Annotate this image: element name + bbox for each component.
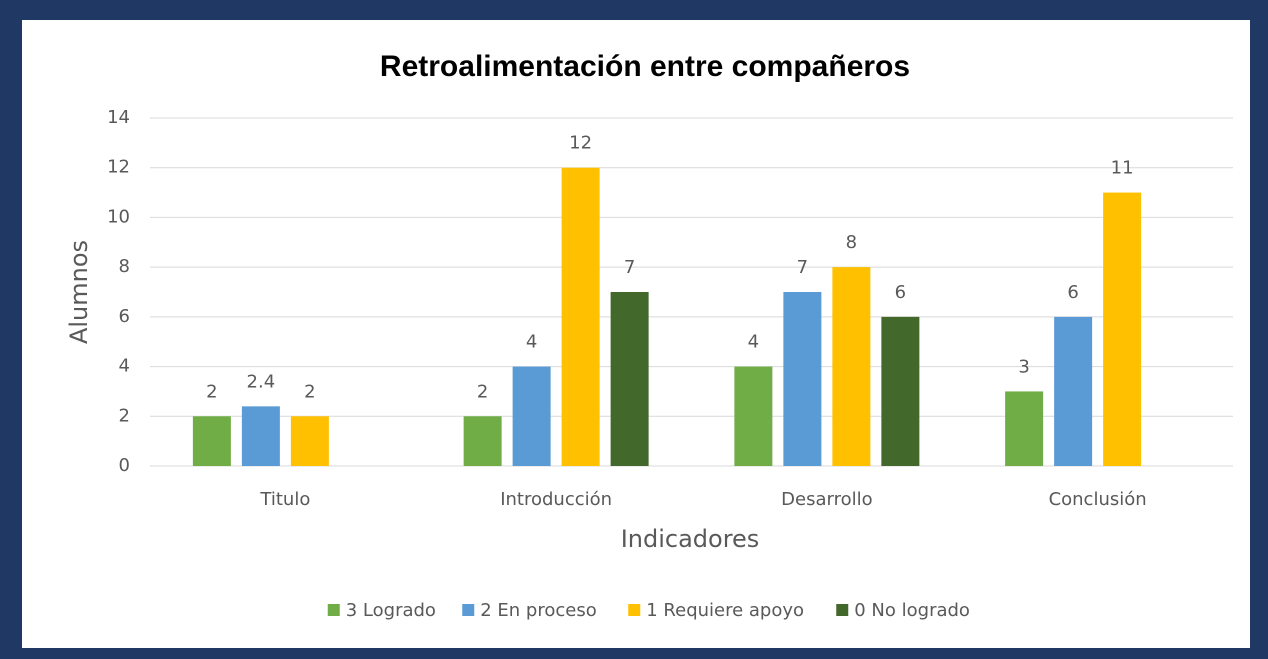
x-tick-label: Desarrollo — [781, 489, 872, 510]
y-tick-label: 10 — [107, 206, 130, 227]
y-tick-label: 4 — [119, 356, 130, 377]
bar — [512, 366, 551, 466]
chart-title: Retroalimentación entre compañeros — [380, 50, 910, 83]
data-label: 4 — [748, 332, 759, 353]
bar — [881, 316, 920, 466]
legend-swatch — [628, 604, 641, 616]
y-tick-label: 2 — [119, 405, 130, 426]
data-label: 6 — [895, 282, 906, 303]
bar — [290, 416, 329, 466]
data-label: 7 — [797, 257, 808, 278]
y-tick-label: 14 — [107, 107, 130, 128]
legend-swatch — [836, 604, 849, 616]
bar — [1054, 316, 1093, 466]
bar — [783, 292, 822, 466]
x-axis-title: Indicadores — [621, 525, 760, 553]
y-axis-title: Alumnos — [65, 240, 93, 344]
data-label: 2 — [477, 381, 488, 402]
data-label: 2.4 — [247, 371, 276, 392]
legend-swatch — [327, 604, 340, 616]
bar — [192, 416, 231, 466]
x-tick-label: Titulo — [259, 489, 310, 510]
data-label: 2 — [304, 381, 315, 402]
bar — [561, 167, 600, 466]
data-label: 12 — [569, 133, 592, 154]
data-label: 11 — [1111, 158, 1134, 179]
y-tick-label: 0 — [119, 455, 130, 476]
data-label: 6 — [1067, 282, 1078, 303]
bar — [241, 406, 280, 466]
y-tick-label: 12 — [107, 157, 130, 178]
data-label: 2 — [206, 381, 217, 402]
bar — [610, 292, 649, 466]
y-tick-label: 6 — [119, 306, 130, 327]
legend-swatch — [462, 604, 475, 616]
bar — [463, 416, 502, 466]
legend-label: 3 Logrado — [346, 600, 436, 621]
data-label: 8 — [846, 232, 857, 253]
legend-label: 0 No logrado — [854, 600, 970, 621]
legend-label: 1 Requiere apoyo — [646, 600, 804, 621]
bar — [1103, 192, 1142, 467]
y-tick-label: 8 — [119, 256, 130, 277]
legend-label: 2 En proceso — [480, 600, 596, 621]
bar — [832, 267, 871, 466]
bar — [734, 366, 773, 466]
data-label: 4 — [526, 332, 537, 353]
bar — [1005, 391, 1044, 466]
data-label: 7 — [624, 257, 635, 278]
x-tick-label: Conclusión — [1049, 489, 1147, 510]
x-tick-label: Introducción — [500, 489, 612, 510]
data-label: 3 — [1018, 356, 1029, 377]
